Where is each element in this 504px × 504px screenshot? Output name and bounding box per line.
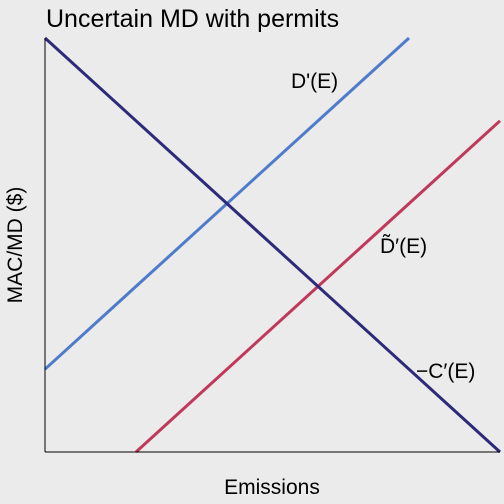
series-label-d-e: D'(E) xyxy=(291,70,338,93)
chart-title: Uncertain MD with permits xyxy=(46,5,339,33)
x-axis-label: Emissions xyxy=(224,476,320,499)
series-group xyxy=(43,36,502,454)
series-label-c-e: −C′(E) xyxy=(416,360,475,383)
series-label-d-tilde-e: D̃′(E) xyxy=(380,235,427,258)
series-line-c-e xyxy=(43,36,502,454)
y-axis-label: MAC/MD ($) xyxy=(4,187,27,304)
label-group: D'(E) D̃′(E) −C′(E) xyxy=(291,70,475,383)
